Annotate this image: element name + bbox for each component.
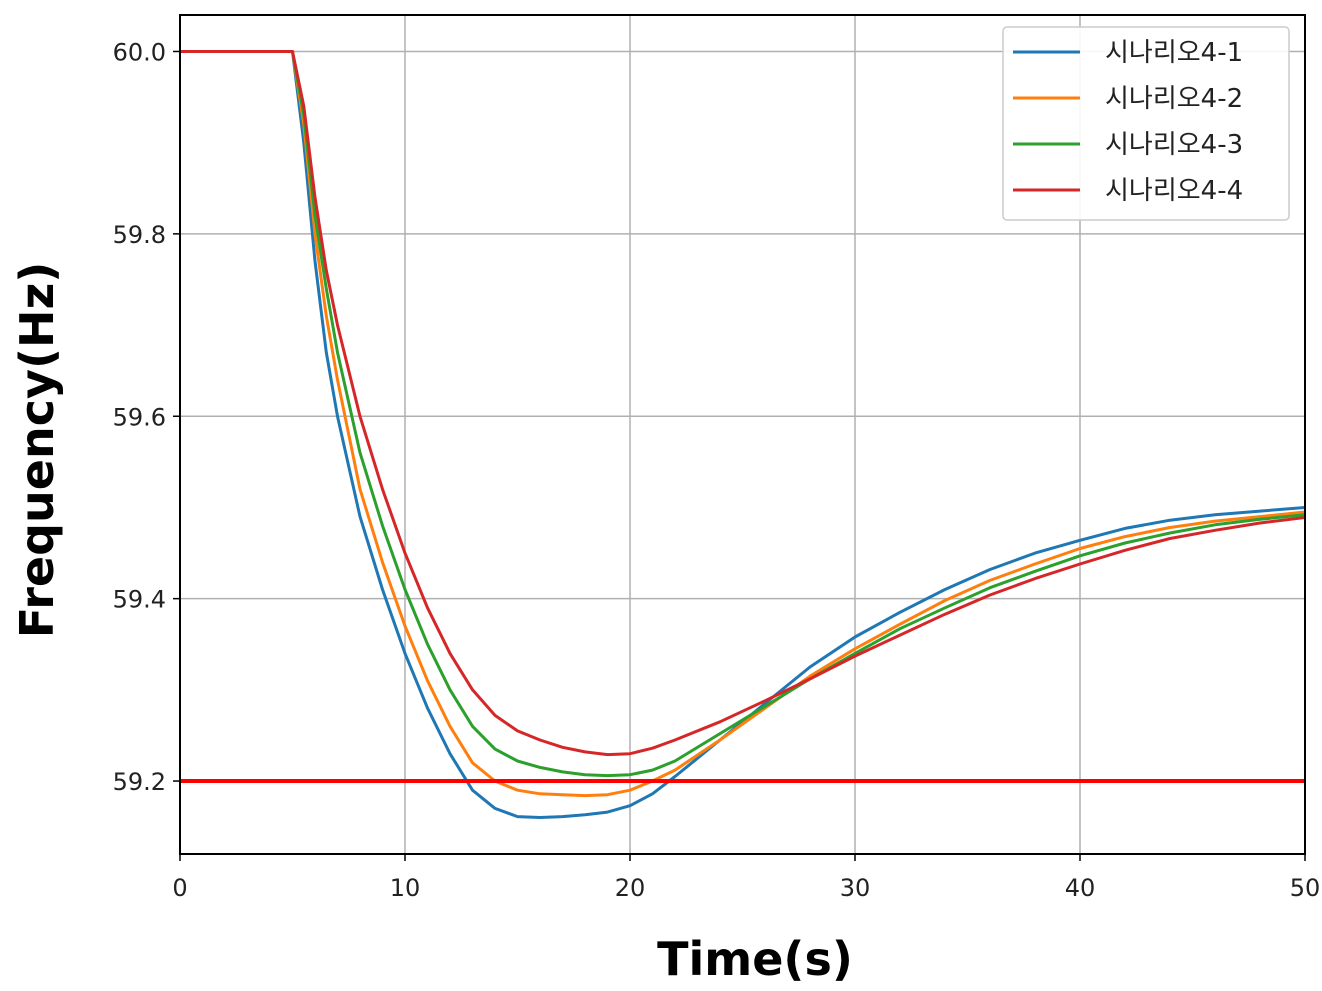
legend-label: 시나리오4-1 xyxy=(1105,38,1243,68)
series-line-3 xyxy=(180,50,1305,778)
plot-area xyxy=(180,50,1305,819)
x-axis-title: Time(s) xyxy=(657,932,853,986)
x-tick-label: 20 xyxy=(615,874,646,902)
y-tick-label: 60.0 xyxy=(113,38,166,66)
legend-label: 시나리오4-4 xyxy=(1105,176,1243,206)
legend: 시나리오4-1 시나리오4-2 시나리오4-3 시나리오4-4 xyxy=(1002,26,1290,221)
x-tick-label: 30 xyxy=(840,874,871,902)
plot-frame xyxy=(179,14,1306,855)
x-axis-ticks: 0 10 20 30 40 50 xyxy=(172,854,1320,902)
series-layer xyxy=(180,50,1305,819)
y-axis-ticks: 59.2 59.4 59.6 59.8 60.0 xyxy=(113,38,180,796)
x-tick-label: 10 xyxy=(390,874,421,902)
y-tick-label: 59.2 xyxy=(113,768,166,796)
series-line-4 xyxy=(180,50,1305,757)
x-tick-label: 40 xyxy=(1065,874,1096,902)
series-line-2 xyxy=(180,50,1305,798)
x-tick-label: 0 xyxy=(172,874,187,902)
legend-label: 시나리오4-3 xyxy=(1105,130,1243,160)
y-tick-label: 59.8 xyxy=(113,221,166,249)
legend-label: 시나리오4-2 xyxy=(1105,84,1243,114)
y-tick-label: 59.6 xyxy=(113,403,166,431)
legend-box xyxy=(1002,26,1290,221)
y-tick-label: 59.4 xyxy=(113,586,166,614)
y-axis-title: Frequency(Hz) xyxy=(10,262,64,639)
series-line-1 xyxy=(180,50,1305,819)
x-tick-label: 50 xyxy=(1290,874,1321,902)
